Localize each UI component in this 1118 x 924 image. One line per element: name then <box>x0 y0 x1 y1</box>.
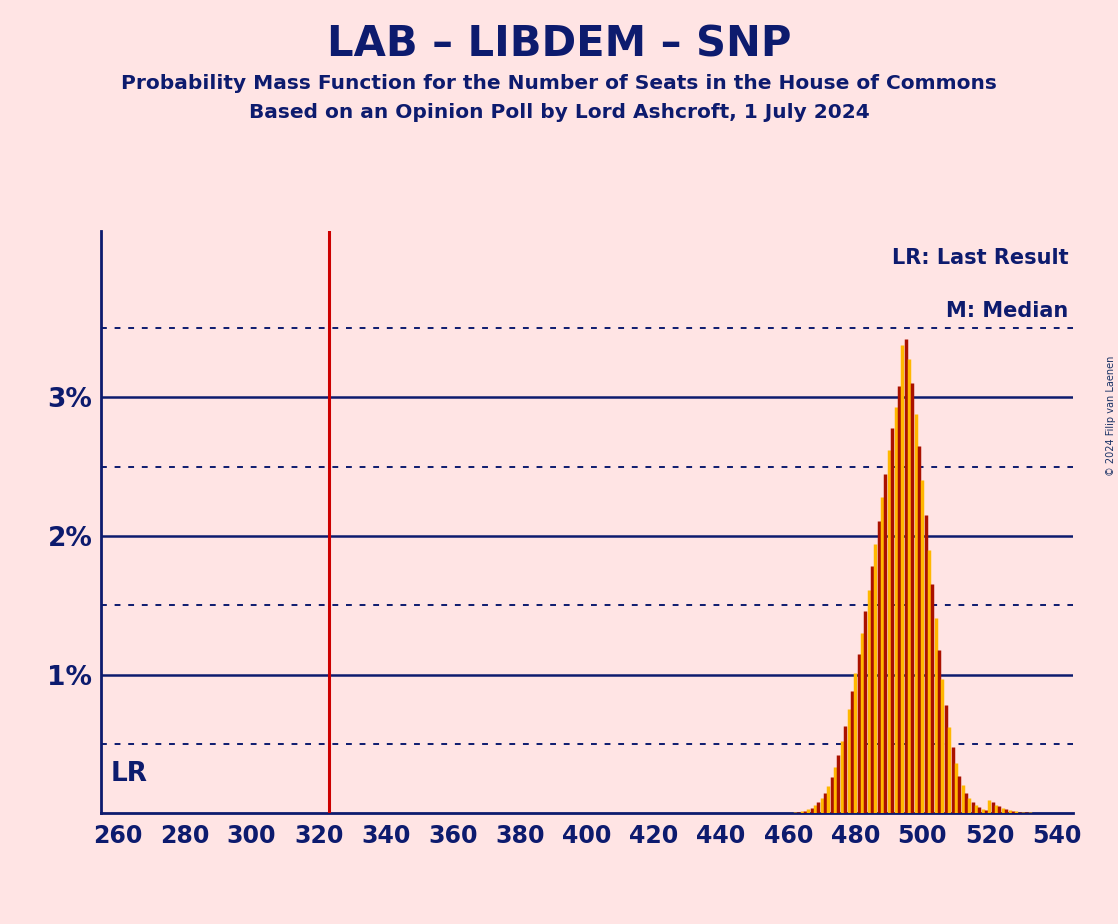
Text: LR: LR <box>111 761 148 787</box>
Text: LR: Last Result: LR: Last Result <box>892 249 1069 269</box>
Text: © 2024 Filip van Laenen: © 2024 Filip van Laenen <box>1106 356 1116 476</box>
Text: Based on an Opinion Poll by Lord Ashcroft, 1 July 2024: Based on an Opinion Poll by Lord Ashcrof… <box>248 103 870 123</box>
Text: M: Median: M: Median <box>946 301 1069 321</box>
Text: LAB – LIBDEM – SNP: LAB – LIBDEM – SNP <box>326 23 792 65</box>
Text: Probability Mass Function for the Number of Seats in the House of Commons: Probability Mass Function for the Number… <box>121 74 997 93</box>
